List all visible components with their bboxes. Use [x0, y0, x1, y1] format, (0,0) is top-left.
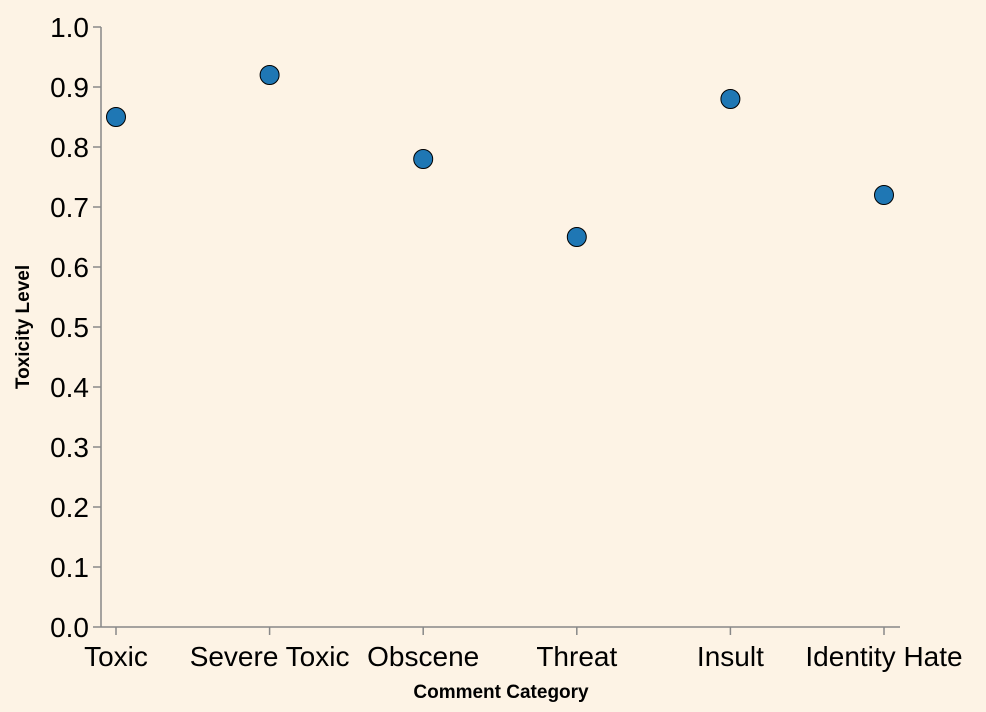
x-tick-label: Identity Hate	[805, 641, 962, 672]
data-point-threat	[566, 227, 587, 247]
y-tick-label: 0.4	[50, 372, 89, 403]
x-axis-ticks: Toxic Severe Toxic Obscene Threat Insult Iden…	[84, 627, 963, 672]
x-tick-label: Threat	[536, 641, 617, 672]
y-tick-label: 0.8	[50, 132, 89, 163]
y-tick-label: 0.0	[50, 612, 89, 643]
x-tick-label: Severe Toxic	[190, 641, 350, 672]
y-tick-label: 0.2	[50, 492, 89, 523]
x-tick-label: Insult	[697, 641, 764, 672]
y-axis-title: Toxicity Level	[13, 265, 34, 389]
y-tick-label: 0.5	[50, 312, 89, 343]
data-point-toxic	[106, 107, 126, 127]
data-point-identity-hate	[874, 185, 894, 205]
data-point-severe-toxic	[259, 65, 280, 85]
x-axis-title: Comment Category	[413, 682, 589, 703]
x-tick-label: Toxic	[84, 641, 148, 672]
x-tick-label: Obscene	[367, 641, 479, 672]
y-tick-label: 0.7	[50, 192, 89, 223]
data-points	[106, 65, 894, 247]
y-tick-label: 0.1	[50, 552, 89, 583]
y-tick-label: 0.3	[50, 432, 89, 463]
y-tick-label: 0.6	[50, 252, 89, 283]
y-tick-label: 1.0	[50, 12, 89, 43]
y-axis-ticks: 0.0 0.1 0.2 0.3 0.4 0.5 0.6 0.7 0.8 0.9 1.0	[50, 12, 101, 643]
y-tick-label: 0.9	[50, 72, 89, 103]
data-point-obscene	[413, 149, 434, 169]
data-point-insult	[720, 89, 741, 109]
